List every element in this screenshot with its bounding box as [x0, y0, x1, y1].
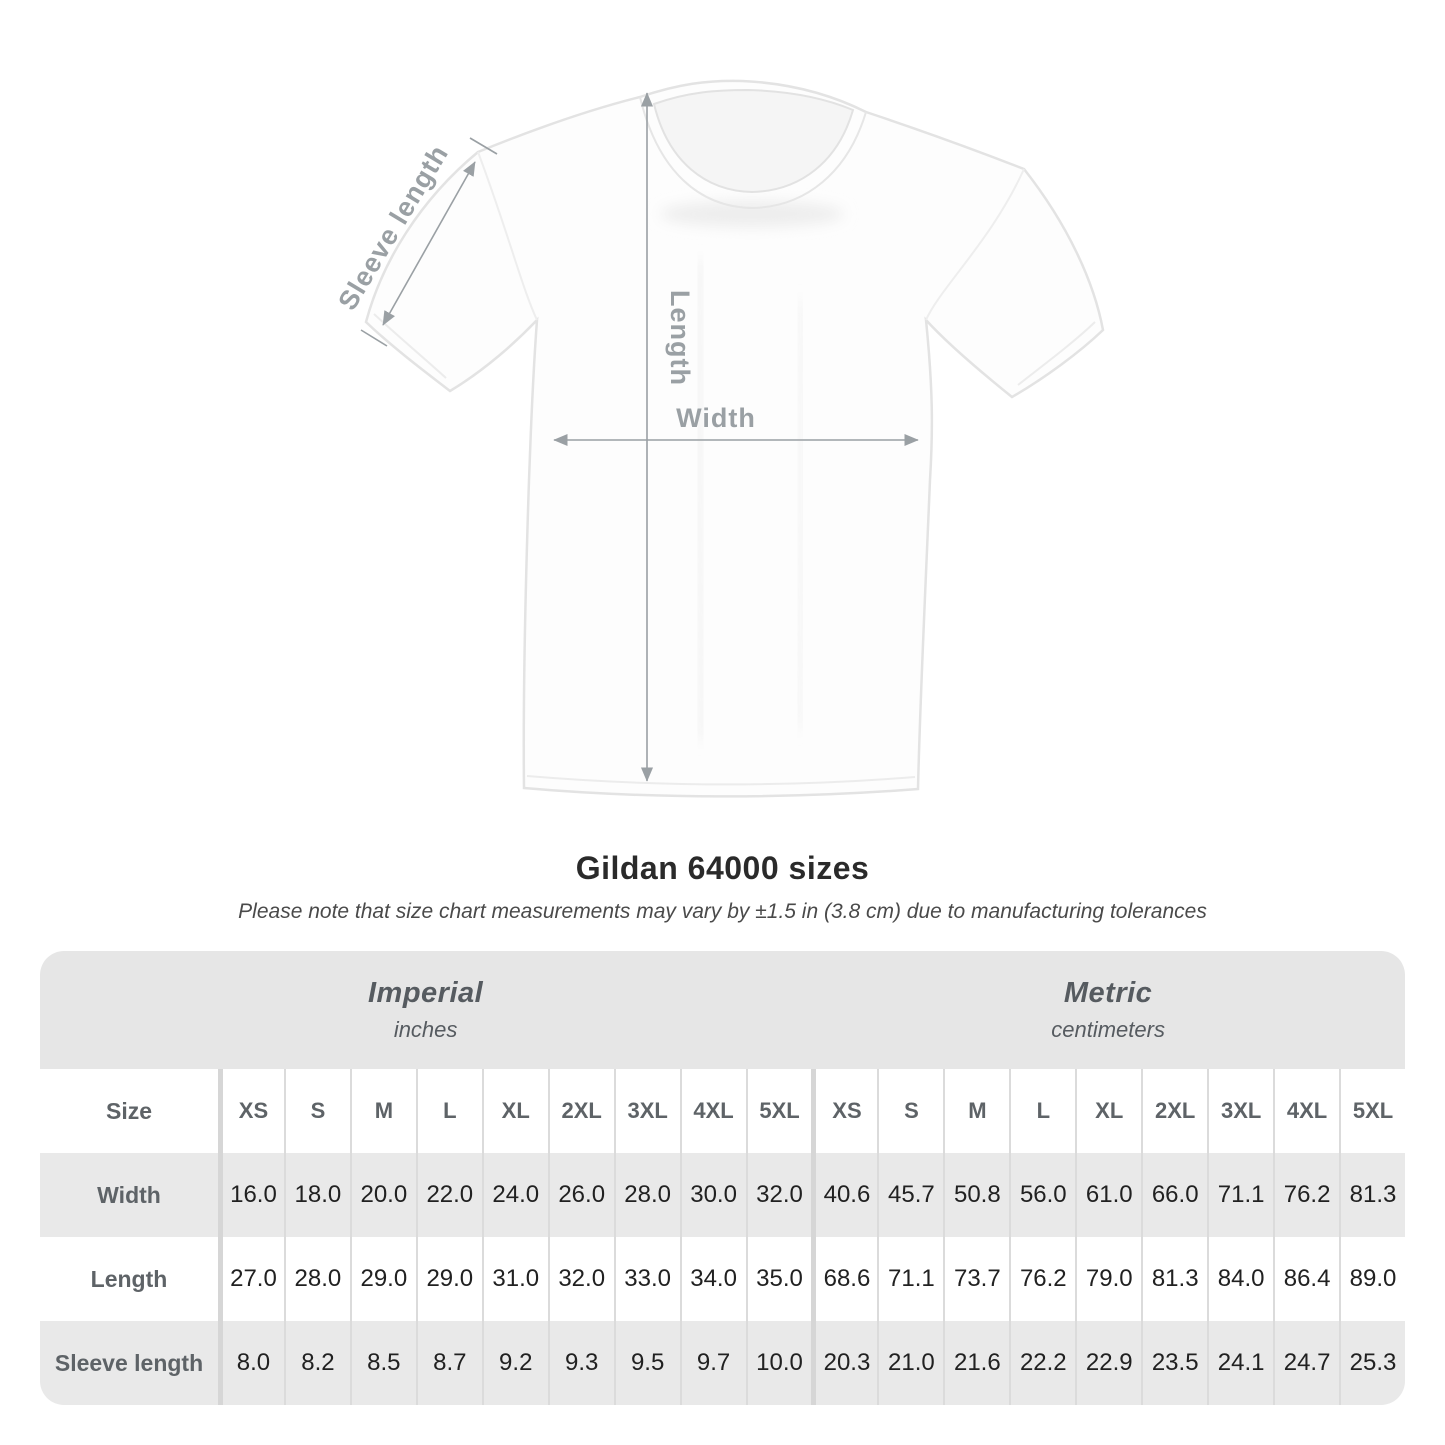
value-cell: 86.4 [1273, 1237, 1340, 1321]
value-cell: 31.0 [481, 1237, 548, 1321]
sleeve-length-arrow [360, 137, 498, 347]
size-grid: Size XS S M L XL 2XL 3XL 4XL 5XL XS S M L XL 2XL 3XL 4XL 5… [40, 1069, 1405, 1405]
size-column-header: 2XL [547, 1069, 614, 1153]
value-cell: 26.0 [547, 1153, 614, 1237]
metric-title: Metric [1063, 977, 1153, 1009]
tshirt-measurement-figure: Sleeve length Length Width [332, 79, 1105, 798]
value-cell: 81.3 [1141, 1237, 1208, 1321]
value-cell: 22.0 [415, 1153, 482, 1237]
value-cell: 8.7 [415, 1321, 482, 1405]
value-cell: 9.3 [547, 1321, 614, 1405]
value-cell: 20.0 [349, 1153, 416, 1237]
size-column-header: XL [481, 1069, 548, 1153]
size-column-header: M [943, 1069, 1010, 1153]
size-column-header: XL [1075, 1069, 1142, 1153]
value-cell: 32.0 [547, 1237, 614, 1321]
value-cell: 25.3 [1339, 1321, 1405, 1405]
tshirt-image: Sleeve length Length Width [332, 79, 1105, 798]
value-cell: 73.7 [943, 1237, 1010, 1321]
value-cell: 8.5 [349, 1321, 416, 1405]
value-cell: 10.0 [745, 1321, 812, 1405]
value-cell: 8.0 [218, 1321, 284, 1405]
row-label: Width [40, 1153, 218, 1237]
value-cell: 68.6 [811, 1237, 878, 1321]
metric-unit: centimeters [1051, 1017, 1165, 1042]
size-column-header: L [1009, 1069, 1076, 1153]
value-cell: 29.0 [349, 1237, 416, 1321]
value-cell: 21.6 [943, 1321, 1010, 1405]
size-column-header: 3XL [1207, 1069, 1274, 1153]
value-cell: 45.7 [877, 1153, 944, 1237]
size-column-header: S [877, 1069, 944, 1153]
value-cell: 40.6 [811, 1153, 878, 1237]
tolerance-note: Please note that size chart measurements… [238, 900, 1207, 923]
value-cell: 24.1 [1207, 1321, 1274, 1405]
value-cell: 16.0 [218, 1153, 284, 1237]
value-cell: 79.0 [1075, 1237, 1142, 1321]
imperial-title: Imperial [368, 977, 484, 1009]
value-cell: 28.0 [283, 1237, 350, 1321]
value-cell: 28.0 [613, 1153, 680, 1237]
value-cell: 22.9 [1075, 1321, 1142, 1405]
value-cell: 23.5 [1141, 1321, 1208, 1405]
value-cell: 89.0 [1339, 1237, 1405, 1321]
value-cell: 27.0 [218, 1237, 284, 1321]
value-cell: 56.0 [1009, 1153, 1076, 1237]
size-column-header: 3XL [613, 1069, 680, 1153]
size-column-header: L [415, 1069, 482, 1153]
value-cell: 20.3 [811, 1321, 878, 1405]
value-cell: 8.2 [283, 1321, 350, 1405]
value-cell: 30.0 [679, 1153, 746, 1237]
length-label: Length [665, 290, 695, 386]
value-cell: 24.7 [1273, 1321, 1340, 1405]
tshirt-silhouette [364, 79, 1105, 798]
size-chart-table: Imperial inches Metric centimeters Size X… [40, 951, 1405, 1405]
size-column-header: 4XL [1273, 1069, 1340, 1153]
value-cell: 35.0 [745, 1237, 812, 1321]
imperial-unit: inches [393, 1017, 458, 1042]
value-cell: 32.0 [745, 1153, 812, 1237]
value-cell: 76.2 [1273, 1153, 1340, 1237]
value-cell: 71.1 [877, 1237, 944, 1321]
value-cell: 34.0 [679, 1237, 746, 1321]
width-label: Width [676, 403, 756, 433]
metric-header: Metric centimeters [811, 951, 1405, 1069]
size-header-label: Size [40, 1069, 218, 1153]
value-cell: 9.7 [679, 1321, 746, 1405]
value-cell: 9.5 [613, 1321, 680, 1405]
value-cell: 24.0 [481, 1153, 548, 1237]
value-cell: 66.0 [1141, 1153, 1208, 1237]
size-column-header: 2XL [1141, 1069, 1208, 1153]
value-cell: 50.8 [943, 1153, 1010, 1237]
unit-header: Imperial inches Metric centimeters [40, 951, 1405, 1069]
size-column-header: 5XL [745, 1069, 812, 1153]
value-cell: 9.2 [481, 1321, 548, 1405]
value-cell: 22.2 [1009, 1321, 1076, 1405]
size-column-header: XS [811, 1069, 878, 1153]
value-cell: 33.0 [613, 1237, 680, 1321]
size-column-header: S [283, 1069, 350, 1153]
size-column-header: M [349, 1069, 416, 1153]
value-cell: 81.3 [1339, 1153, 1405, 1237]
size-column-header: XS [218, 1069, 284, 1153]
value-cell: 76.2 [1009, 1237, 1076, 1321]
value-cell: 61.0 [1075, 1153, 1142, 1237]
size-column-header: 4XL [679, 1069, 746, 1153]
row-label: Sleeve length [40, 1321, 218, 1405]
value-cell: 21.0 [877, 1321, 944, 1405]
value-cell: 71.1 [1207, 1153, 1274, 1237]
size-column-header: 5XL [1339, 1069, 1405, 1153]
row-label: Length [40, 1237, 218, 1321]
page-title: Gildan 64000 sizes [575, 850, 870, 886]
value-cell: 84.0 [1207, 1237, 1274, 1321]
value-cell: 29.0 [415, 1237, 482, 1321]
value-cell: 18.0 [283, 1153, 350, 1237]
imperial-header: Imperial inches [40, 951, 811, 1069]
